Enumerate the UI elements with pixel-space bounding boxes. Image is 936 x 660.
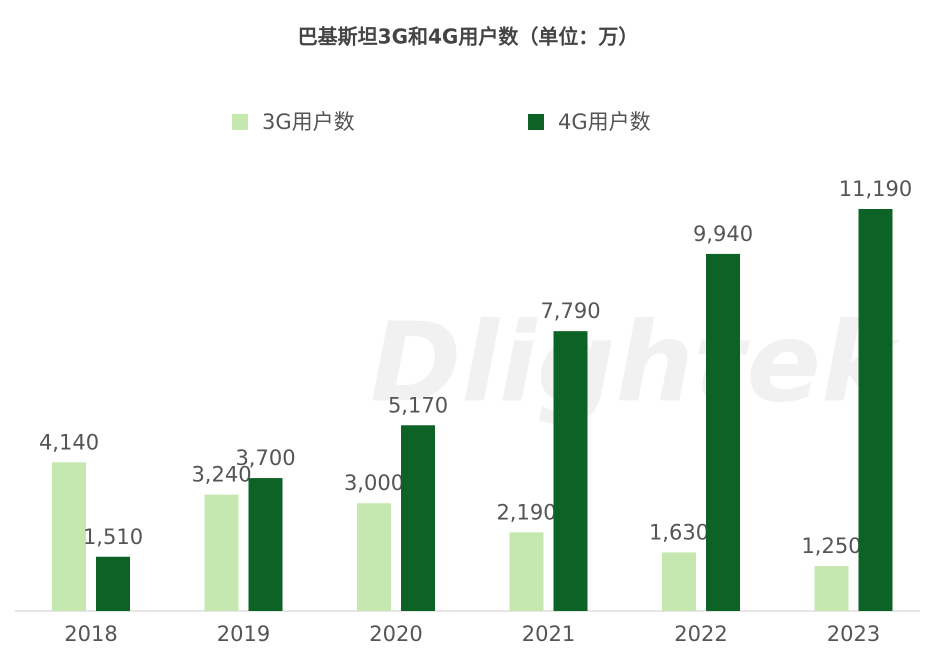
- legend-swatch: [232, 114, 248, 130]
- legend-swatch: [528, 114, 544, 130]
- bar: [204, 494, 239, 611]
- bar: [357, 503, 391, 611]
- value-label: 9,940: [693, 222, 753, 246]
- value-label: 1,510: [83, 525, 143, 549]
- bar: [248, 478, 283, 611]
- legend-label: 3G用户数: [262, 110, 355, 134]
- bar: [96, 556, 130, 611]
- chart-title: 巴基斯坦3G和4G用户数（单位：万）: [298, 25, 639, 49]
- value-label: 3,240: [191, 463, 251, 487]
- bar: [814, 566, 849, 611]
- bar: [858, 209, 893, 611]
- bar: [553, 331, 588, 611]
- x-tick-label: 2021: [522, 622, 575, 646]
- bar: [509, 532, 544, 611]
- x-tick-label: 2022: [674, 622, 727, 646]
- x-tick-label: 2019: [217, 622, 270, 646]
- value-label: 2,190: [496, 500, 556, 524]
- x-tick-label: 2020: [369, 622, 422, 646]
- value-label: 11,190: [839, 177, 912, 201]
- value-label: 1,630: [649, 520, 709, 544]
- x-tick-label: 2023: [827, 622, 880, 646]
- x-tick-label: 2018: [64, 622, 117, 646]
- value-label: 3,700: [235, 446, 295, 470]
- bar: [401, 425, 435, 611]
- bar: [662, 552, 696, 611]
- value-label: 7,790: [540, 299, 600, 323]
- bar: [52, 462, 86, 611]
- value-label: 4,140: [39, 430, 99, 454]
- value-label: 3,000: [344, 471, 404, 495]
- legend-label: 4G用户数: [558, 110, 651, 134]
- watermark: Dlightek: [370, 298, 900, 426]
- bar: [706, 253, 740, 611]
- value-label: 1,250: [801, 534, 861, 558]
- value-label: 5,170: [388, 393, 448, 417]
